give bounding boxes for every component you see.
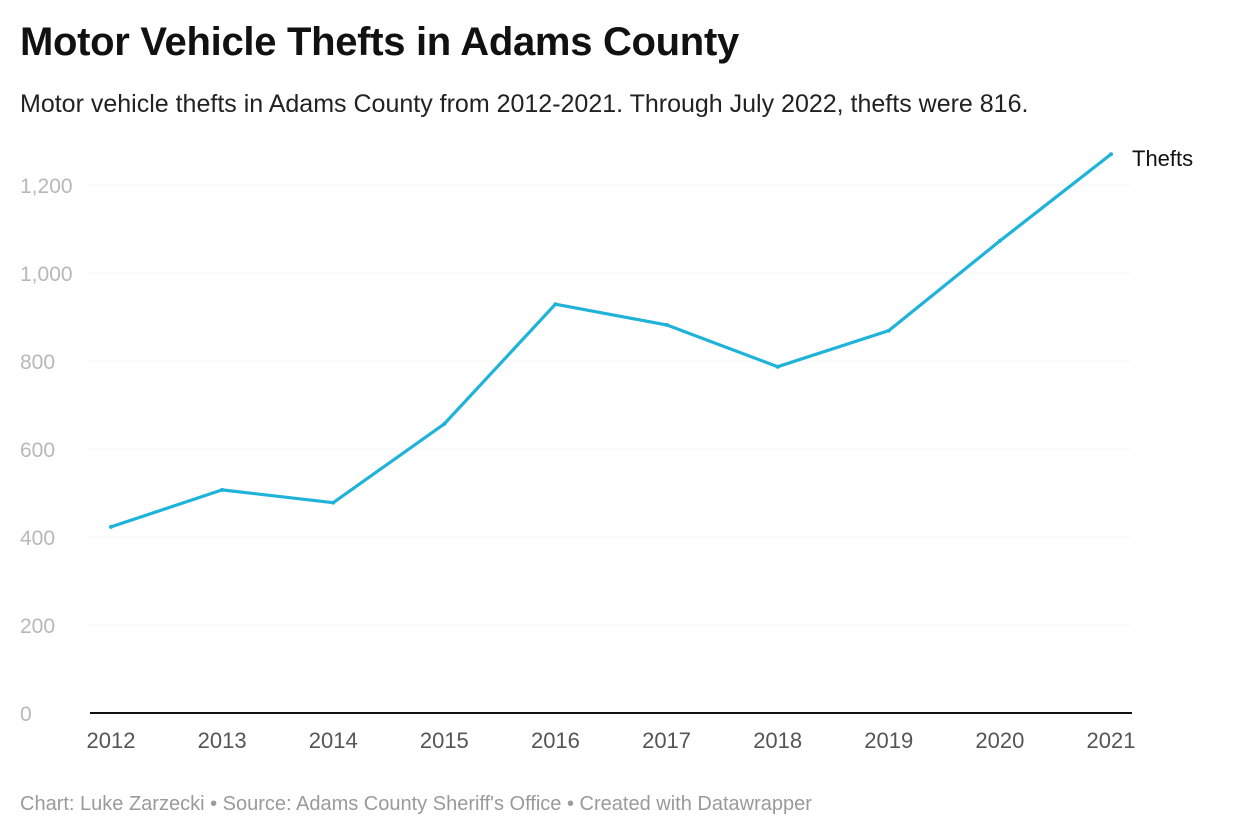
y-tick-label: 800 [20, 351, 55, 374]
x-tick-label: 2018 [753, 728, 802, 753]
x-axis-ticks: 2012 2013 2014 2015 2016 2017 2018 2019 2020 2021 [87, 728, 1136, 753]
data-point [109, 524, 113, 529]
line-chart: 0 200 400 600 800 1,000 1,200 2012 2013 2014 2015… [20, 146, 1193, 753]
x-tick-label: 2019 [864, 728, 913, 753]
y-tick-label: 600 [20, 439, 55, 462]
y-tick-label: 200 [20, 615, 55, 638]
chart-title: Motor Vehicle Thefts in Adams County [20, 20, 739, 64]
data-point [220, 487, 225, 492]
chart-footer-credit: Chart: Luke Zarzecki • Source: Adams Cou… [20, 793, 812, 815]
gridlines [90, 184, 1132, 626]
data-point [1109, 152, 1113, 157]
x-tick-label: 2014 [309, 728, 358, 753]
x-tick-label: 2021 [1087, 728, 1136, 753]
x-tick-label: 2015 [420, 728, 469, 753]
series-line-thefts [109, 152, 1113, 529]
series-label: Thefts [1132, 146, 1193, 171]
y-axis-ticks: 0 200 400 600 800 1,000 1,200 [20, 175, 73, 726]
data-point [442, 421, 447, 426]
x-tick-label: 2020 [975, 728, 1024, 753]
x-tick-label: 2012 [87, 728, 136, 753]
y-tick-label: 1,200 [20, 175, 73, 198]
x-tick-label: 2017 [642, 728, 691, 753]
y-tick-label: 400 [20, 527, 55, 550]
x-tick-label: 2016 [531, 728, 580, 753]
y-tick-label: 1,000 [20, 263, 73, 286]
data-point [997, 238, 1002, 243]
data-point [775, 364, 780, 369]
data-point [553, 302, 558, 307]
x-tick-label: 2013 [198, 728, 247, 753]
y-tick-label: 0 [20, 703, 32, 726]
data-point [331, 500, 336, 505]
data-point [664, 322, 669, 327]
series-group: Thefts [109, 146, 1193, 529]
data-point [886, 328, 891, 333]
chart-subtitle: Motor vehicle thefts in Adams County fro… [20, 90, 1029, 118]
